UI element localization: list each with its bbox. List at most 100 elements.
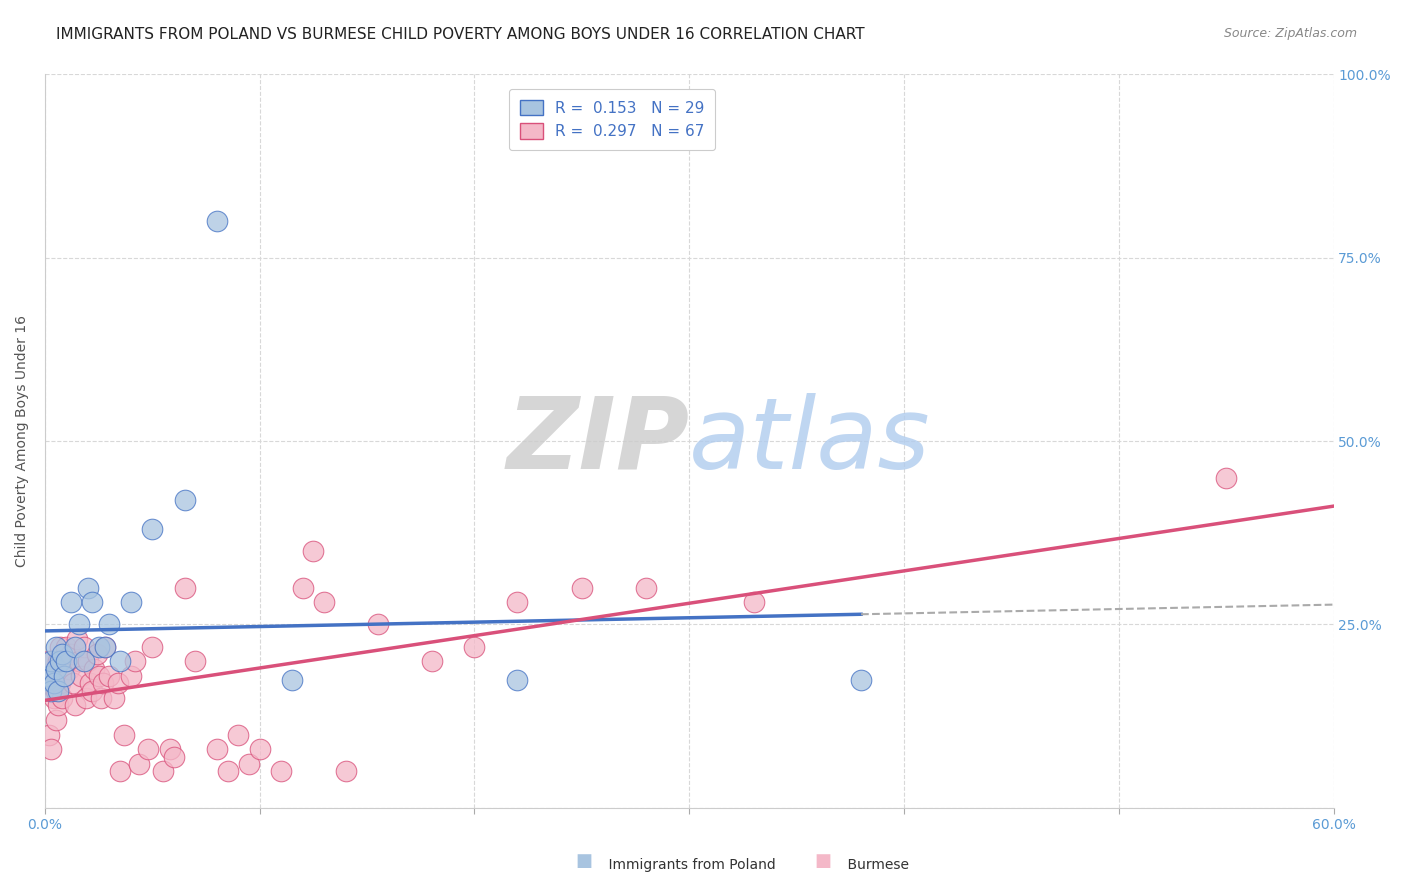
Point [66,632,89,647]
Point [163,749,186,764]
Point [136,742,159,756]
Point [49,654,72,668]
Point [249,742,271,756]
Text: ZIP: ZIP [506,392,689,490]
Point [87,669,110,683]
Point [314,595,336,609]
Point [571,581,593,595]
Point [98,617,121,632]
Point [63,698,86,713]
Point [55,640,77,654]
Point [46,683,69,698]
Point [83,661,105,675]
Point [45,683,67,698]
Point [38,669,60,683]
Point [152,764,174,779]
Point [94,640,117,654]
Point [849,673,872,687]
Point [281,673,304,687]
Point [49,676,72,690]
Point [226,728,249,742]
Point [120,669,142,683]
Point [49,640,72,654]
Point [51,690,73,705]
Point [37,673,59,687]
Point [51,647,73,661]
Point [59,595,82,609]
Point [75,690,97,705]
Point [159,742,181,756]
Point [114,728,136,742]
Point [636,581,658,595]
Point [184,654,207,668]
Y-axis label: Child Poverty Among Boys Under 16: Child Poverty Among Boys Under 16 [15,315,30,567]
Point [45,713,67,727]
Point [506,595,529,609]
Point [90,690,112,705]
Point [367,617,389,632]
Text: Immigrants from Poland: Immigrants from Poland [591,858,775,872]
Point [45,640,67,654]
Point [82,683,104,698]
Point [45,661,67,675]
Text: ■: ■ [575,852,592,870]
Point [128,756,150,771]
Point [67,617,90,632]
Point [335,764,357,779]
Point [59,647,82,661]
Point [141,522,163,536]
Point [72,640,94,654]
Point [1215,471,1237,485]
Point [67,654,90,668]
Text: Burmese: Burmese [830,858,908,872]
Point [420,654,443,668]
Point [108,764,131,779]
Point [41,683,63,698]
Point [91,676,114,690]
Point [63,640,86,654]
Point [51,654,73,668]
Point [72,654,94,668]
Text: ■: ■ [814,852,831,870]
Point [53,669,76,683]
Point [302,544,325,558]
Point [742,595,765,609]
Point [205,742,228,756]
Point [173,581,195,595]
Point [94,640,117,654]
Point [82,595,104,609]
Point [506,673,529,687]
Point [270,764,292,779]
Point [291,581,314,595]
Point [120,595,142,609]
Point [108,654,131,668]
Point [79,676,101,690]
Point [238,756,260,771]
Point [173,492,195,507]
Point [46,654,69,668]
Point [77,581,100,595]
Point [70,669,93,683]
Point [217,764,239,779]
Text: atlas: atlas [689,392,931,490]
Point [107,676,129,690]
Point [103,690,125,705]
Point [86,647,108,661]
Point [55,654,77,668]
Text: IMMIGRANTS FROM POLAND VS BURMESE CHILD POVERTY AMONG BOYS UNDER 16 CORRELATION : IMMIGRANTS FROM POLAND VS BURMESE CHILD … [56,27,865,42]
Point [53,669,76,683]
Point [42,676,65,690]
Point [41,654,63,668]
Text: Source: ZipAtlas.com: Source: ZipAtlas.com [1223,27,1357,40]
Point [205,214,228,228]
Point [98,669,121,683]
Point [38,654,60,668]
Point [463,640,485,654]
Point [141,640,163,654]
Point [58,661,80,675]
Point [87,640,110,654]
Point [41,742,63,756]
Point [77,654,100,668]
Point [37,673,59,687]
Point [124,654,146,668]
